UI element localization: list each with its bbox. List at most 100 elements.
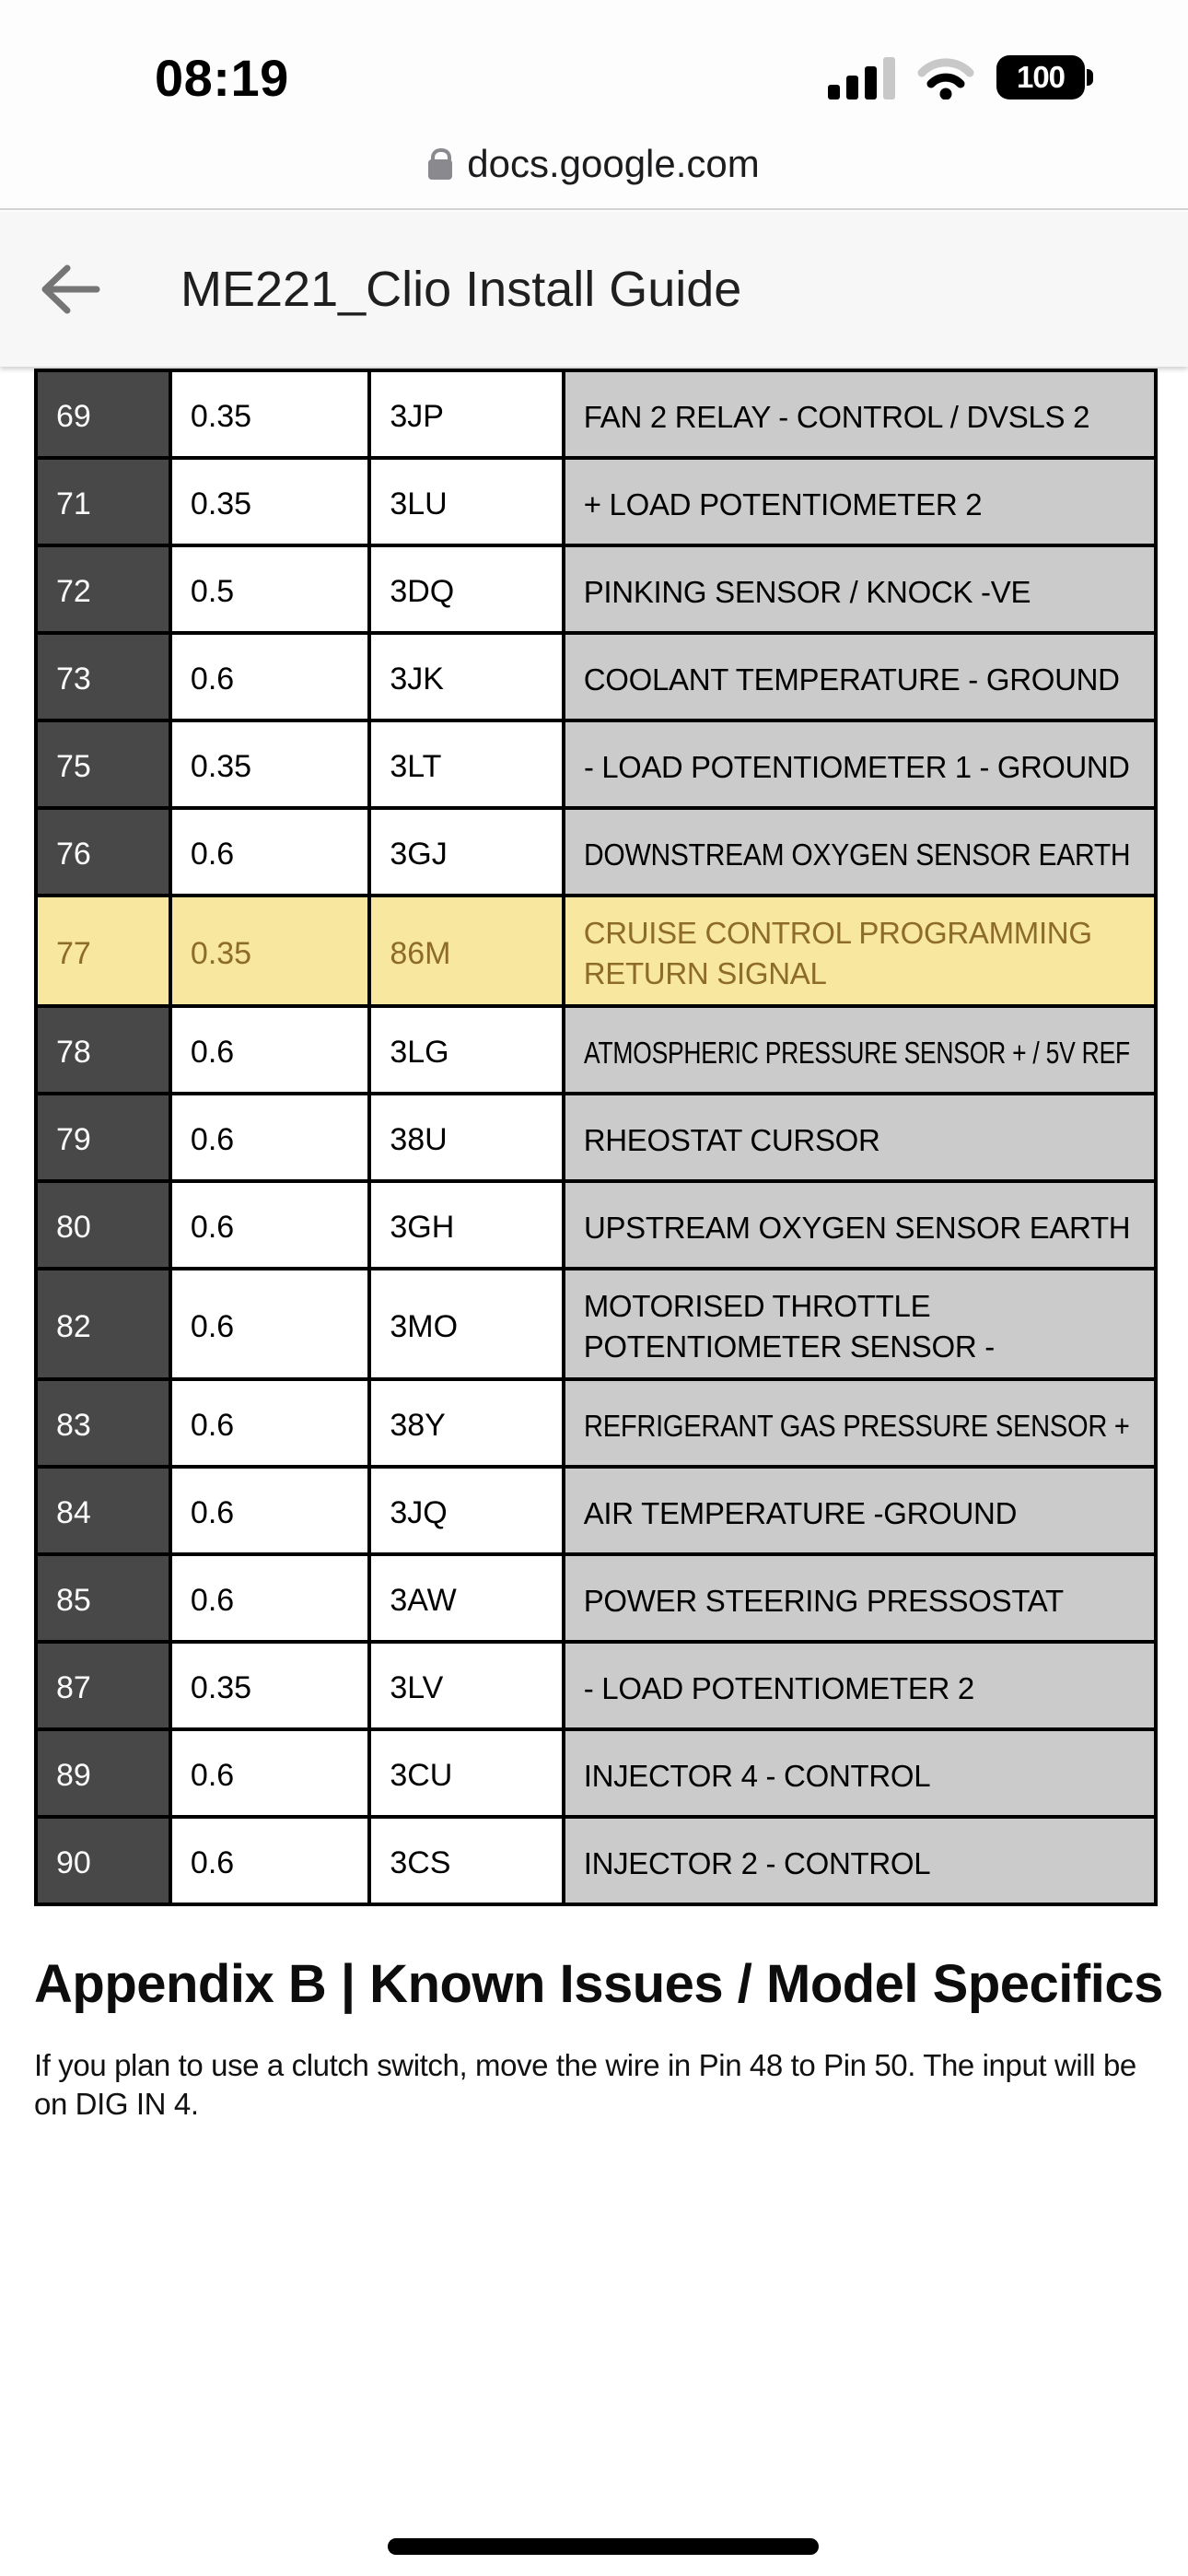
wire-size-cell: 0.35 <box>168 1640 372 1731</box>
table-row: 83 0.6 38Y REFRIGERANT GAS PRESSURE SENSOR … <box>34 1377 1159 1469</box>
pin-number-cell: 82 <box>34 1267 172 1381</box>
pin-number-cell: 89 <box>34 1727 172 1819</box>
wire-code-cell: 3GH <box>367 1179 565 1270</box>
description-cell: CRUISE CONTROL PROGRAMMING RETURN SIGNAL <box>561 894 1159 1008</box>
wire-code-cell: 3AW <box>367 1552 565 1644</box>
pin-number-cell: 75 <box>34 719 172 810</box>
wire-size-cell: 0.6 <box>168 631 372 722</box>
pin-number-cell: 85 <box>34 1552 172 1644</box>
table-row: 71 0.35 3LU + LOAD POTENTIOMETER 2 <box>34 456 1159 547</box>
pin-number-cell: 84 <box>34 1465 172 1556</box>
description-cell: INJECTOR 4 - CONTROL <box>561 1727 1159 1819</box>
table-row: 76 0.6 3GJ DOWNSTREAM OXYGEN SENSOR EARTH <box>34 806 1159 897</box>
wire-code-cell: 3CS <box>367 1815 565 1906</box>
battery-icon: 100 <box>996 55 1093 100</box>
wire-code-cell: 3DQ <box>367 544 565 635</box>
url-bar[interactable]: docs.google.com <box>0 120 1188 210</box>
appendix-b-heading: Appendix B | Known Issues / Model Specif… <box>34 1954 1163 2014</box>
wire-size-cell: 0.6 <box>168 1815 372 1906</box>
pin-number-cell: 69 <box>34 369 172 460</box>
table-row: 90 0.6 3CS INJECTOR 2 - CONTROL <box>34 1815 1159 1906</box>
wire-code-cell: 86M <box>367 894 565 1008</box>
description-cell: FAN 2 RELAY - CONTROL / DVSLS 2 <box>561 369 1159 460</box>
description-cell: DOWNSTREAM OXYGEN SENSOR EARTH <box>561 806 1159 897</box>
wire-size-cell: 0.6 <box>168 1179 372 1270</box>
appendix-b-paragraph: If you plan to use a clutch switch, move… <box>34 2048 1136 2122</box>
table-row: 85 0.6 3AW POWER STEERING PRESSOSTAT <box>34 1552 1159 1644</box>
wire-size-cell: 0.35 <box>168 369 372 460</box>
document-content: 69 0.35 3JP FAN 2 RELAY - CONTROL / DVSLS 2… <box>34 369 1163 2125</box>
description-cell: AIR TEMPERATURE -GROUND <box>561 1465 1159 1556</box>
wire-size-cell: 0.35 <box>168 894 372 1008</box>
back-button[interactable] <box>0 212 138 367</box>
table-row: 79 0.6 38U RHEOSTAT CURSOR <box>34 1092 1159 1183</box>
table-row: 72 0.5 3DQ PINKING SENSOR / KNOCK -VE <box>34 544 1159 635</box>
description-cell: MOTORISED THROTTLE POTENTIOMETER SENSOR … <box>561 1267 1159 1381</box>
wire-size-cell: 0.6 <box>168 1004 372 1095</box>
wire-size-cell: 0.6 <box>168 1267 372 1381</box>
pin-number-cell: 79 <box>34 1092 172 1183</box>
pin-number-cell: 87 <box>34 1640 172 1731</box>
pin-number-cell: 73 <box>34 631 172 722</box>
table-row: 80 0.6 3GH UPSTREAM OXYGEN SENSOR EARTH <box>34 1179 1159 1270</box>
wire-size-cell: 0.6 <box>168 1727 372 1819</box>
pin-number-cell: 76 <box>34 806 172 897</box>
clock: 08:19 <box>155 49 289 107</box>
pin-number-cell: 80 <box>34 1179 172 1270</box>
wire-size-cell: 0.6 <box>168 806 372 897</box>
description-cell: RHEOSTAT CURSOR <box>561 1092 1159 1183</box>
wire-code-cell: 3CU <box>367 1727 565 1819</box>
wire-size-cell: 0.6 <box>168 1465 372 1556</box>
wire-code-cell: 38U <box>367 1092 565 1183</box>
wire-code-cell: 38Y <box>367 1377 565 1469</box>
table-row: 87 0.35 3LV - LOAD POTENTIOMETER 2 <box>34 1640 1159 1731</box>
wire-code-cell: 3GJ <box>367 806 565 897</box>
status-bar: 08:19 100 <box>0 0 1188 120</box>
description-cell: + LOAD POTENTIOMETER 2 <box>561 456 1159 547</box>
wire-size-cell: 0.6 <box>168 1552 372 1644</box>
lock-icon <box>428 148 453 180</box>
wire-code-cell: 3LU <box>367 456 565 547</box>
wire-code-cell: 3JQ <box>367 1465 565 1556</box>
pin-number-cell: 83 <box>34 1377 172 1469</box>
description-cell: COOLANT TEMPERATURE - GROUND <box>561 631 1159 722</box>
pin-number-cell: 90 <box>34 1815 172 1906</box>
wire-size-cell: 0.6 <box>168 1377 372 1469</box>
table-row: 82 0.6 3MO MOTORISED THROTTLE POTENTIOMETER… <box>34 1267 1159 1381</box>
arrow-left-icon <box>41 264 100 314</box>
description-cell: - LOAD POTENTIOMETER 2 <box>561 1640 1159 1731</box>
wifi-icon <box>917 57 974 100</box>
doc-header: ME221_Clio Install Guide <box>0 212 1188 367</box>
table-row: 69 0.35 3JP FAN 2 RELAY - CONTROL / DVSLS 2 <box>34 369 1159 460</box>
table-row: 77 0.35 86M CRUISE CONTROL PROGRAMMING RETU… <box>34 894 1159 1008</box>
cellular-signal-icon <box>828 57 895 100</box>
table-row: 75 0.35 3LT - LOAD POTENTIOMETER 1 - GROUND <box>34 719 1159 810</box>
description-cell: - LOAD POTENTIOMETER 1 - GROUND <box>561 719 1159 810</box>
home-indicator[interactable] <box>388 2538 819 2555</box>
table-row: 78 0.6 3LG ATMOSPHERIC PRESSURE SENSOR + / … <box>34 1004 1159 1095</box>
wire-size-cell: 0.35 <box>168 456 372 547</box>
description-cell: INJECTOR 2 - CONTROL <box>561 1815 1159 1906</box>
table-row: 84 0.6 3JQ AIR TEMPERATURE -GROUND <box>34 1465 1159 1556</box>
document-title: ME221_Clio Install Guide <box>181 262 742 317</box>
wire-code-cell: 3MO <box>367 1267 565 1381</box>
pin-number-cell: 78 <box>34 1004 172 1095</box>
table-row: 89 0.6 3CU INJECTOR 4 - CONTROL <box>34 1727 1159 1819</box>
status-icons: 100 <box>828 55 1093 100</box>
wire-code-cell: 3LT <box>367 719 565 810</box>
wire-code-cell: 3LV <box>367 1640 565 1731</box>
wire-size-cell: 0.6 <box>168 1092 372 1183</box>
wire-code-cell: 3JP <box>367 369 565 460</box>
table-row: 73 0.6 3JK COOLANT TEMPERATURE - GROUND <box>34 631 1159 722</box>
description-cell: ATMOSPHERIC PRESSURE SENSOR + / 5V REF <box>561 1004 1159 1095</box>
pin-number-cell: 71 <box>34 456 172 547</box>
wire-size-cell: 0.35 <box>168 719 372 810</box>
wire-size-cell: 0.5 <box>168 544 372 635</box>
description-cell: POWER STEERING PRESSOSTAT <box>561 1552 1159 1644</box>
pin-number-cell: 77 <box>34 894 172 1008</box>
pin-table: 69 0.35 3JP FAN 2 RELAY - CONTROL / DVSLS 2… <box>34 369 1159 1906</box>
description-cell: UPSTREAM OXYGEN SENSOR EARTH <box>561 1179 1159 1270</box>
pin-number-cell: 72 <box>34 544 172 635</box>
description-cell: PINKING SENSOR / KNOCK -VE <box>561 544 1159 635</box>
url-domain: docs.google.com <box>467 142 760 185</box>
